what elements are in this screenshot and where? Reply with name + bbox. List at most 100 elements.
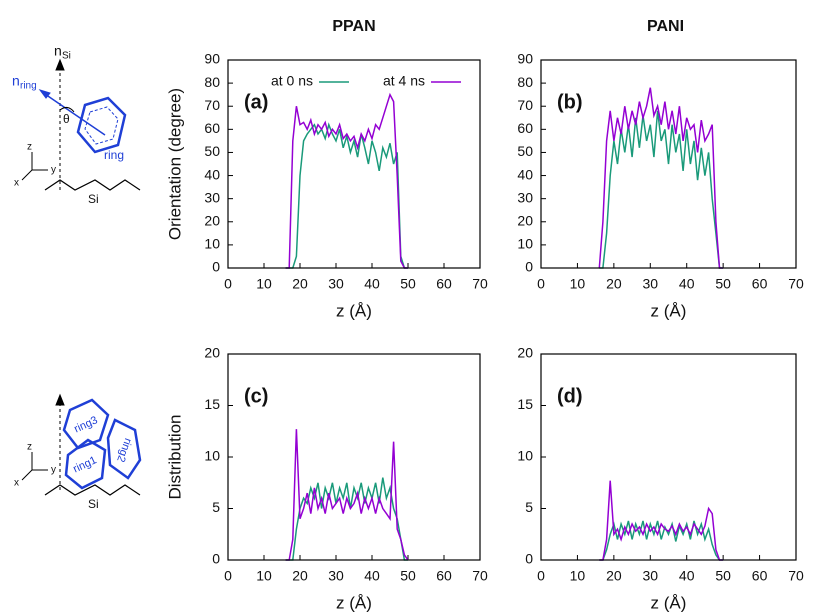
substrate-label: Si (88, 192, 99, 206)
x-tick-label: 20 (292, 568, 308, 584)
x-tick-label: 60 (436, 276, 452, 292)
y-tick-label: 5 (212, 499, 220, 515)
plot-frame (540, 59, 797, 269)
x-tick-label: 50 (400, 568, 416, 584)
data-line (285, 477, 408, 561)
axis-x (21, 169, 33, 181)
ring-label: ring1 (71, 454, 98, 475)
panel-label: (c) (244, 385, 268, 407)
axis-label: y (51, 465, 56, 476)
ring-label: ring2 (114, 436, 134, 463)
y-tick-label: 60 (517, 120, 533, 136)
plot-frame (540, 353, 797, 561)
y-tick-label: 30 (517, 189, 533, 205)
x-tick-label: 0 (537, 568, 545, 584)
x-tick-label: 70 (788, 568, 804, 584)
arrow-head (38, 89, 51, 99)
y-tick-label: 80 (204, 74, 220, 90)
x-tick-label: 0 (537, 276, 545, 292)
x-tick-label: 60 (436, 568, 452, 584)
y-tick-label: 50 (204, 143, 220, 159)
y-axis-label: Distribution (165, 414, 184, 499)
x-tick-label: 40 (364, 276, 380, 292)
x-tick-label: 30 (642, 568, 658, 584)
y-tick-label: 0 (525, 259, 533, 275)
substrate-label: Si (88, 497, 99, 511)
x-tick-label: 20 (292, 276, 308, 292)
x-tick-label: 40 (679, 568, 695, 584)
y-tick-label: 20 (517, 212, 533, 228)
y-tick-label: 0 (212, 259, 220, 275)
y-tick-label: 40 (204, 166, 220, 182)
y-tick-label: 15 (517, 396, 533, 412)
x-tick-label: 70 (472, 276, 488, 292)
x-tick-label: 60 (752, 568, 768, 584)
x-tick-label: 50 (715, 276, 731, 292)
data-line (599, 110, 724, 269)
ring-normal-label: n (12, 73, 20, 89)
ring-label: ring3 (72, 414, 99, 435)
y-tick-label: 10 (204, 448, 220, 464)
data-line (598, 87, 724, 269)
data-line (285, 92, 408, 269)
ring-label: ring (104, 148, 124, 162)
x-tick-label: 40 (364, 568, 380, 584)
x-tick-label: 50 (715, 568, 731, 584)
ring-hexagon (62, 398, 110, 450)
data-line (285, 429, 409, 561)
data-line (599, 480, 724, 561)
y-tick-label: 5 (525, 499, 533, 515)
arrow-head (55, 58, 65, 71)
axis-label: z (27, 442, 32, 453)
angle-arc (59, 106, 75, 113)
y-axis-label: Orientation (degree) (165, 88, 184, 240)
y-tick-label: 80 (517, 74, 533, 90)
substrate-chain (44, 179, 141, 191)
axis-label: x (14, 478, 19, 489)
x-axis-label: z (Å) (336, 593, 372, 612)
x-tick-label: 70 (788, 276, 804, 292)
x-tick-label: 30 (328, 568, 344, 584)
axis-x (21, 469, 33, 481)
x-tick-label: 40 (679, 276, 695, 292)
axis-label: z (27, 142, 32, 153)
y-tick-label: 10 (517, 236, 533, 252)
ring-normal (41, 91, 106, 136)
y-tick-label: 0 (212, 551, 220, 567)
y-tick-label: 20 (204, 212, 220, 228)
y-tick-label: 15 (204, 396, 220, 412)
y-tick-label: 0 (525, 551, 533, 567)
x-tick-label: 0 (224, 568, 232, 584)
x-tick-label: 20 (606, 276, 622, 292)
y-tick-label: 40 (517, 166, 533, 182)
normal-label: n (54, 43, 62, 59)
angle-label: θ (63, 112, 70, 126)
y-tick-label: 70 (204, 97, 220, 113)
legend-label: at 4 ns (383, 73, 425, 89)
legend-label: at 0 ns (271, 73, 313, 89)
ring-inner (84, 106, 119, 145)
y-tick-label: 50 (517, 143, 533, 159)
x-tick-label: 30 (642, 276, 658, 292)
axis-label: x (14, 178, 19, 189)
x-tick-label: 50 (400, 276, 416, 292)
y-tick-label: 20 (517, 345, 533, 361)
data-line (599, 520, 724, 561)
x-tick-label: 0 (224, 276, 232, 292)
y-tick-label: 90 (517, 51, 533, 67)
axis-label: y (51, 165, 56, 176)
x-tick-label: 10 (256, 568, 272, 584)
substrate-chain (44, 484, 141, 496)
y-tick-label: 90 (204, 51, 220, 67)
arrow-head (55, 393, 65, 406)
x-tick-label: 10 (570, 568, 586, 584)
panel-label: (d) (557, 385, 583, 407)
x-tick-label: 70 (472, 568, 488, 584)
column-title: PPAN (332, 18, 375, 35)
x-tick-label: 10 (570, 276, 586, 292)
x-tick-label: 30 (328, 276, 344, 292)
x-axis-label: z (Å) (651, 301, 687, 320)
ring-normal-sub: ring (20, 81, 37, 92)
x-tick-label: 20 (606, 568, 622, 584)
